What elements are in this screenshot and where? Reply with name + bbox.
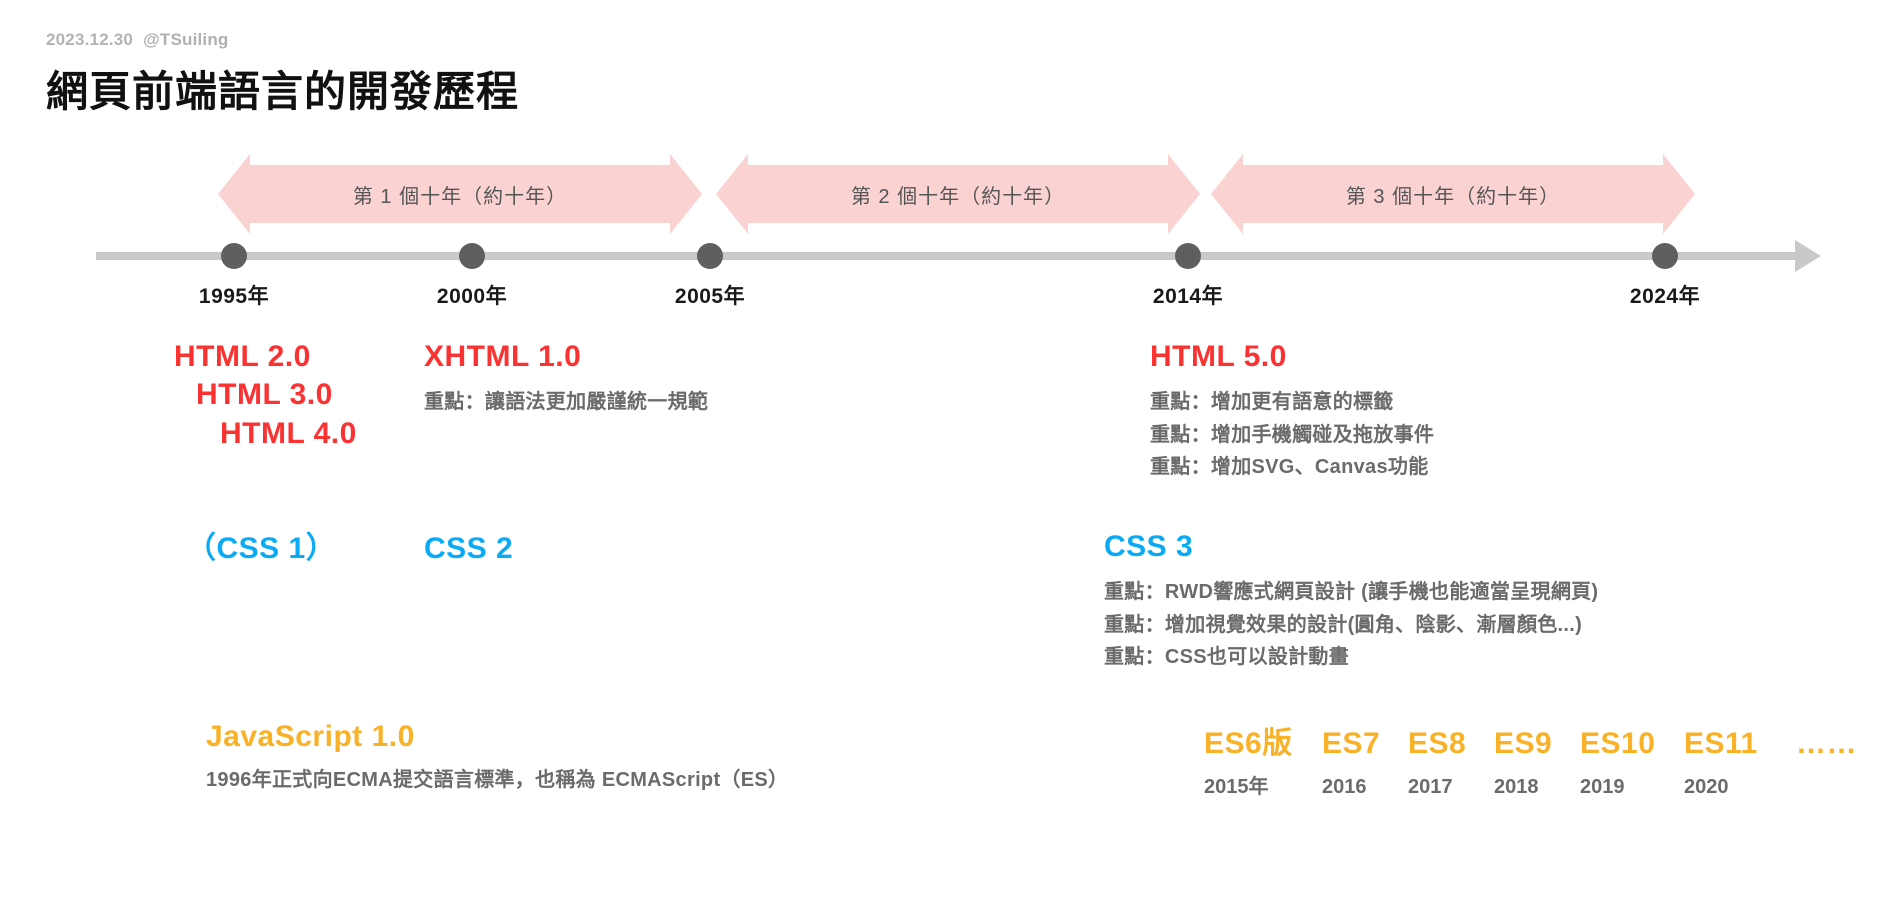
es-version-9: ES9	[1494, 727, 1553, 760]
decade-band-3: 第 3 個十年（約十年）	[1211, 154, 1695, 234]
arrow-head-right-icon	[1168, 154, 1200, 234]
arrow-head-left-icon	[218, 154, 250, 234]
es-version-8: ES8	[1408, 727, 1467, 760]
javascript-title: JavaScript 1.0	[206, 720, 415, 753]
byline-handle: @TSuiling	[143, 30, 229, 49]
decade-label-3: 第 3 個十年（約十年）	[1345, 185, 1561, 208]
css1-group: （CSS 1）	[186, 530, 336, 568]
byline: 2023.12.30 @TSuiling	[46, 30, 519, 50]
page-title: 網頁前端語言的開發歷程	[46, 68, 520, 115]
javascript-group: JavaScript 1.0 1996年正式向ECMA提交語言標準，也稱為 EC…	[206, 718, 788, 797]
es-year-2015: 2015年	[1204, 776, 1269, 798]
es-year-2017: 2017	[1408, 776, 1453, 798]
timeline-arrow-icon	[1795, 240, 1821, 272]
javascript-note: 1996年正式向ECMA提交語言標準，也稱為 ECMAScript（ES）	[206, 769, 789, 792]
ecmascript-group: ES6版 ES7 ES8 ES9 ES10 ES11 …… 2015年 2016…	[1204, 718, 1857, 799]
css3-note-3: 重點：CSS也可以設計動畫	[1104, 646, 1350, 669]
html5-title: HTML 5.0	[1150, 340, 1287, 373]
css3-title: CSS 3	[1104, 530, 1194, 563]
css3-note-1: 重點：RWD響應式網頁設計 (讓手機也能適當呈現網頁)	[1104, 581, 1599, 604]
css2-group: CSS 2	[424, 530, 513, 568]
timeline-label-2024: 2024年	[1629, 285, 1701, 308]
css3-note-2: 重點：增加視覺效果的設計(圓角、陰影、漸層顏色...)	[1104, 613, 1583, 636]
decade-label-1: 第 1 個十年（約十年）	[352, 185, 568, 208]
es-year-2018: 2018	[1494, 776, 1539, 798]
es-version-7: ES7	[1322, 727, 1381, 760]
es-version-6: ES6版	[1204, 727, 1293, 760]
html-version-2: HTML 2.0	[174, 340, 311, 373]
decade-label-2: 第 2 個十年（約十年）	[850, 185, 1066, 208]
timeline-axis	[96, 252, 1796, 260]
es-year-list: 2015年 2016 2017 2018 2019 2020	[1204, 770, 1857, 799]
xhtml-title: XHTML 1.0	[424, 340, 582, 373]
css1-title: （CSS 1）	[186, 532, 337, 565]
xhtml-group: XHTML 1.0 重點：讓語法更加嚴謹統一規範	[424, 338, 708, 419]
timeline-label-1995: 1995年	[198, 285, 270, 308]
timeline-dot-2024	[1652, 243, 1678, 269]
arrow-head-right-icon	[670, 154, 702, 234]
html-version-3: HTML 3.0	[196, 378, 333, 412]
es-year-2020: 2020	[1684, 776, 1729, 798]
timeline-dot-2000	[459, 243, 485, 269]
timeline-label-2014: 2014年	[1152, 285, 1224, 308]
es-version-11: ES11	[1684, 727, 1758, 760]
xhtml-note-1: 重點：讓語法更加嚴謹統一規範	[424, 391, 709, 414]
arrow-head-left-icon	[1211, 154, 1243, 234]
html5-note-2: 重點：增加手機觸碰及拖放事件	[1150, 423, 1435, 446]
html-early-group: HTML 2.0 HTML 3.0 HTML 4.0	[174, 338, 357, 453]
es-version-10: ES10	[1580, 727, 1656, 760]
timeline-dot-1995	[221, 243, 247, 269]
css2-title: CSS 2	[424, 532, 514, 565]
es-version-more: ……	[1796, 727, 1857, 760]
html5-group: HTML 5.0 重點：增加更有語意的標籤 重點：增加手機觸碰及拖放事件 重點：…	[1150, 338, 1434, 484]
decade-band-1: 第 1 個十年（約十年）	[218, 154, 702, 234]
timeline-dot-2014	[1175, 243, 1201, 269]
css3-group: CSS 3 重點：RWD響應式網頁設計 (讓手機也能適當呈現網頁) 重點：增加視…	[1104, 528, 1598, 674]
arrow-head-left-icon	[716, 154, 748, 234]
timeline-label-2000: 2000年	[436, 285, 508, 308]
timeline-label-2005: 2005年	[674, 285, 746, 308]
es-year-2019: 2019	[1580, 776, 1625, 798]
html5-note-3: 重點：增加SVG、Canvas功能	[1150, 456, 1429, 479]
byline-date: 2023.12.30	[46, 30, 134, 49]
arrow-head-right-icon	[1663, 154, 1695, 234]
page-header: 2023.12.30 @TSuiling 網頁前端語言的開發歷程	[46, 30, 519, 119]
html-version-4: HTML 4.0	[220, 416, 357, 450]
timeline-dot-2005	[697, 243, 723, 269]
decade-band-2: 第 2 個十年（約十年）	[716, 154, 1200, 234]
es-year-2016: 2016	[1322, 776, 1367, 798]
es-version-list: ES6版 ES7 ES8 ES9 ES10 ES11 ……	[1204, 718, 1857, 762]
html5-note-1: 重點：增加更有語意的標籤	[1150, 391, 1394, 414]
